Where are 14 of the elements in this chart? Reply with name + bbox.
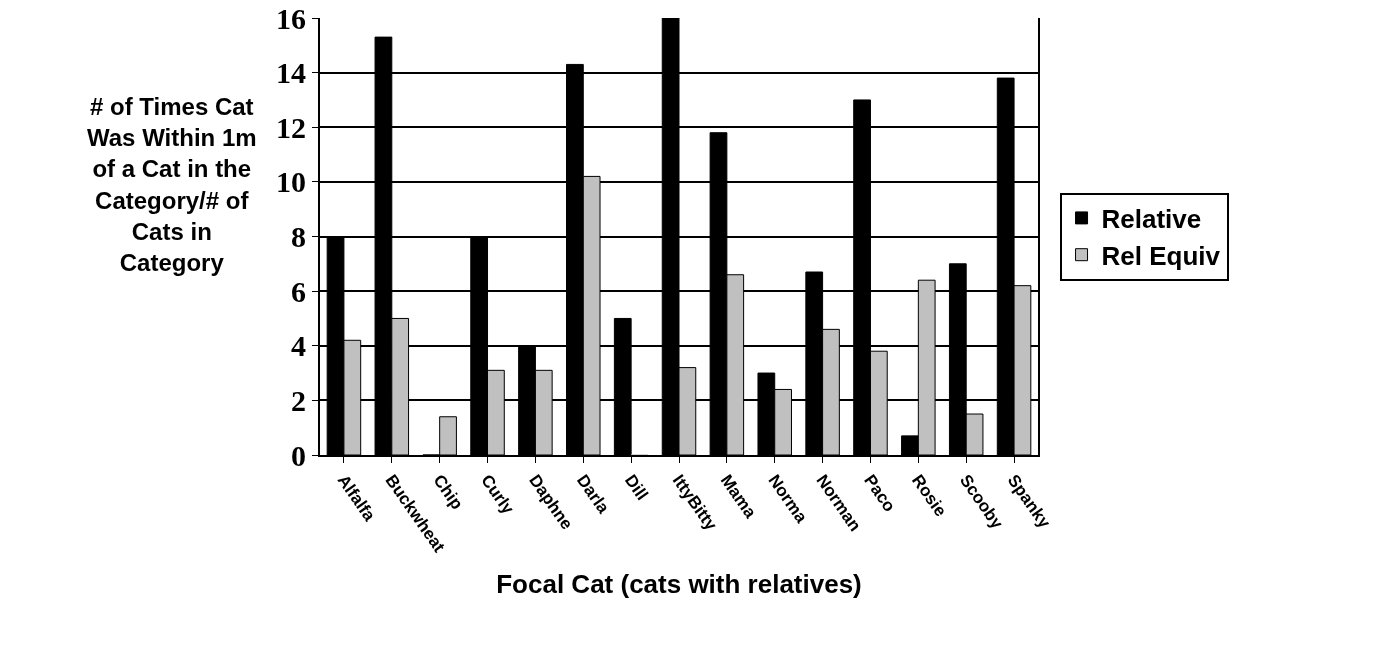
y-tick-label: 10: [276, 165, 306, 199]
y-tick-label: 14: [276, 56, 306, 90]
x-tick-label: Dill: [620, 471, 652, 504]
legend-label: Rel Equiv: [1101, 240, 1221, 271]
y-tick-label: 8: [291, 220, 306, 253]
y-tick-label: 2: [291, 383, 306, 417]
y-tick-label: 6: [291, 274, 306, 308]
y-axis-title: # of Times Cat Was Within 1m of a Cat in the Category/# of Cats in Category: [87, 93, 257, 276]
y-tick-label: 16: [276, 1, 306, 35]
legend-label: Relative: [1101, 204, 1202, 235]
y-tick-label: 12: [276, 110, 306, 144]
y-tick-label: 0: [291, 438, 306, 472]
x-axis-title: Focal Cat (cats with relatives): [496, 569, 862, 600]
y-tick-label: 4: [291, 329, 306, 363]
